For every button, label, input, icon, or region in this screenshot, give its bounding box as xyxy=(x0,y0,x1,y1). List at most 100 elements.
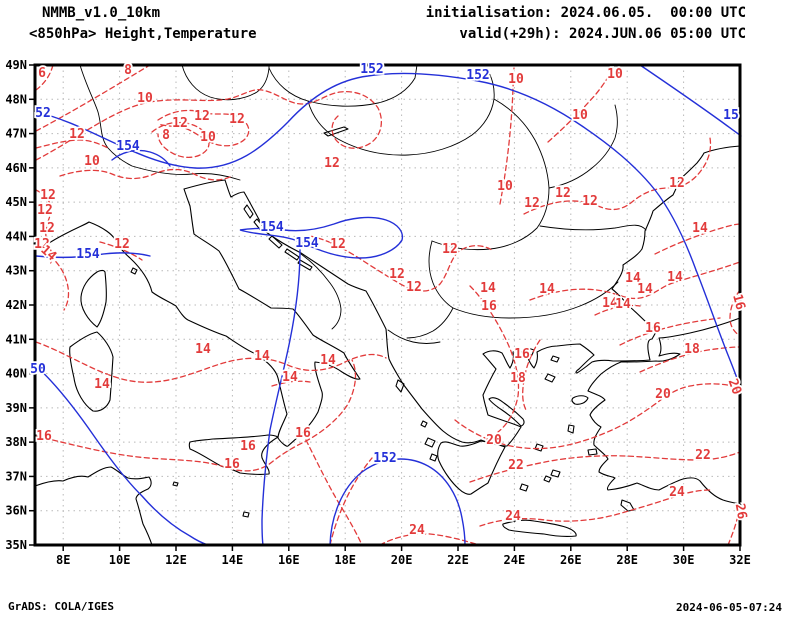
temperature-contour-label: 14 xyxy=(667,270,683,285)
model-title: NMMB_v1.0_10km xyxy=(42,5,161,21)
lat-axis-label: 45N xyxy=(5,195,27,209)
height-contour-line xyxy=(239,216,404,259)
coastline-ionian-islands xyxy=(395,379,438,462)
lat-axis-label: 46N xyxy=(5,161,27,175)
height-contour-line xyxy=(111,149,171,167)
height-contour-label: 154 xyxy=(295,236,319,251)
valid-time: valid(+29h): 2024.JUN.06 05:00 UTC xyxy=(459,26,746,42)
coastline-lesbos xyxy=(571,395,589,405)
lon-axis-label: 10E xyxy=(109,553,131,567)
temperature-contour-line xyxy=(379,533,481,546)
temperature-contour-label: 14 xyxy=(480,281,496,296)
temperature-contour-line xyxy=(522,339,541,411)
border-bosnia xyxy=(300,253,342,330)
temperature-contour-line xyxy=(499,67,515,205)
lat-axis-label: 43N xyxy=(5,264,27,278)
temperature-contour-label: 22 xyxy=(508,458,524,473)
height-contour-label: 52 xyxy=(35,106,51,121)
country-borders xyxy=(79,64,647,344)
temperature-contour-line xyxy=(479,489,711,527)
temperature-contour-line xyxy=(99,241,143,261)
temperature-contour-label: 10 xyxy=(572,108,588,123)
coastline-corsica xyxy=(80,269,107,328)
temperature-contour-line xyxy=(35,64,54,91)
lat-axis-label: 38N xyxy=(5,435,27,449)
lon-axis-label: 8E xyxy=(56,553,70,567)
temperature-contour-label: 22 xyxy=(695,448,711,463)
temperature-contour-line xyxy=(35,189,53,265)
coastline-dalmatian-islands xyxy=(243,204,313,271)
temperature-contour-label: 20 xyxy=(655,387,671,402)
axis-ticks xyxy=(29,64,741,551)
temperature-contour-label: 14 xyxy=(539,282,555,297)
temperature-contour-label: 10 xyxy=(84,154,100,169)
coastline-italy xyxy=(34,179,361,447)
temperature-contour-label: 24 xyxy=(409,523,425,538)
temperature-contour-label: 26 xyxy=(732,502,750,520)
temperature-contour-label: 10 xyxy=(607,67,623,82)
creation-timestamp: 2024-06-05-07:24 xyxy=(676,601,782,614)
border-romania xyxy=(431,98,550,251)
temperature-contour-line xyxy=(305,439,363,546)
coastline-small-islands xyxy=(130,267,250,518)
temperature-contour-label: 14 xyxy=(282,370,298,385)
temperature-contours xyxy=(35,64,741,546)
temperature-contour-label: 14 xyxy=(254,349,270,364)
lat-axis-label: 47N xyxy=(5,127,27,141)
temperature-contour-label: 6 xyxy=(38,66,46,81)
temperature-contour-line xyxy=(654,223,741,255)
temperature-contour-line xyxy=(454,383,741,450)
height-contours xyxy=(35,64,742,546)
lat-axis-label: 42N xyxy=(5,298,27,312)
lat-axis-label: 41N xyxy=(5,332,27,346)
temperature-contour-label: 14 xyxy=(615,297,631,312)
temperature-contour-label: 12 xyxy=(114,237,130,252)
temperature-contour-label: 16 xyxy=(729,293,748,312)
temperature-contour-line xyxy=(271,380,311,387)
temperature-contour-label: 14 xyxy=(637,282,653,297)
border-slovakia xyxy=(268,64,418,107)
lat-axis-label: 40N xyxy=(5,367,27,381)
lat-axis-label: 35N xyxy=(5,538,27,552)
temperature-contour-label: 14 xyxy=(94,377,110,392)
temperature-contour-label: 18 xyxy=(510,371,526,386)
height-contour-label: 152 xyxy=(360,62,383,77)
height-contour-line xyxy=(35,365,209,546)
lon-axis-label: 12E xyxy=(165,553,187,567)
height-contour-line xyxy=(639,64,742,137)
axis-labels: 8E 10E 12E 14E 16E 18E 20E 22E 24E 26E 28E 30E 32E 49… xyxy=(5,58,751,567)
height-contour-line xyxy=(329,458,466,546)
temperature-contour-label: 24 xyxy=(669,485,685,500)
temperature-contour-label: 16 xyxy=(295,426,311,441)
temperature-contour-label: 16 xyxy=(36,429,52,444)
temperature-contour-line xyxy=(529,261,741,301)
border-albania-greece xyxy=(387,329,441,344)
grads-credit: GrADS: COLA/IGES xyxy=(8,600,114,613)
border-bulgaria-greece xyxy=(452,281,619,319)
temperature-contour-line xyxy=(35,89,383,161)
height-contour-label: 154 xyxy=(76,247,100,262)
temperature-contour-label: 16 xyxy=(514,347,530,362)
temperature-contour-label: 12 xyxy=(172,116,188,131)
coastline-chios xyxy=(567,424,575,434)
height-contour-label: 50 xyxy=(30,362,46,377)
lon-axis-label: 22E xyxy=(447,553,469,567)
coastline-euboea xyxy=(488,397,525,427)
lon-axis-label: 32E xyxy=(729,553,751,567)
temperature-contour-label: 12 xyxy=(330,237,346,252)
temperature-contour-label: 12 xyxy=(582,194,598,209)
height-contour-label: 15 xyxy=(723,108,739,123)
temperature-contour-label: 12 xyxy=(389,267,405,282)
temperature-contour-line xyxy=(729,289,741,337)
lon-axis-label: 16E xyxy=(278,553,300,567)
temperature-contour-label: 14 xyxy=(692,221,708,236)
coastline-cyclades xyxy=(519,443,561,492)
lat-axis-label: 48N xyxy=(5,92,27,106)
coastline-samos xyxy=(587,448,598,456)
height-contour-label: 154 xyxy=(116,139,140,154)
lon-axis-label: 28E xyxy=(616,553,638,567)
temperature-contour-label: 10 xyxy=(497,179,513,194)
temperature-contour-label: 24 xyxy=(505,509,521,524)
coastline-africa xyxy=(34,466,153,546)
